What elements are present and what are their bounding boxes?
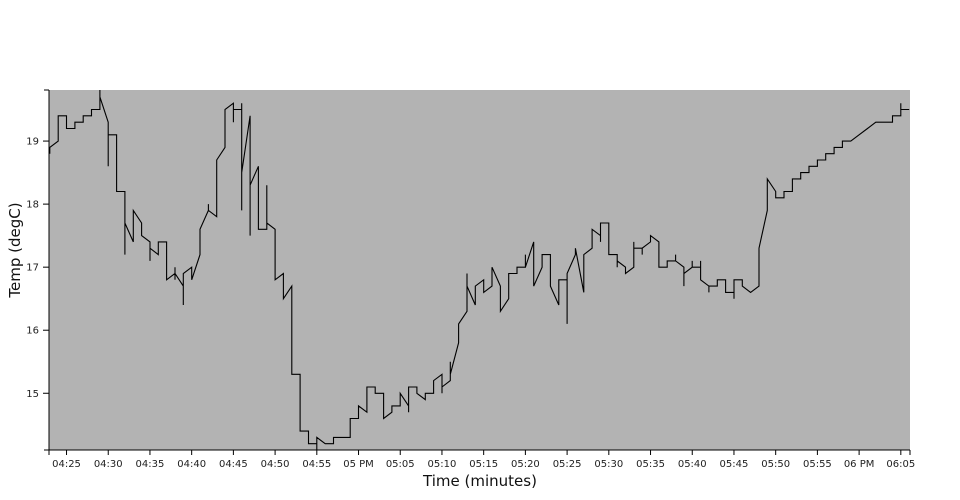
plot-area — [49, 90, 910, 450]
x-tick-label: 05:10 — [428, 459, 457, 470]
x-tick-label: 04:25 — [52, 459, 81, 470]
y-tick-label: 18 — [26, 200, 39, 211]
x-axis-title: Time (minutes) — [422, 472, 537, 490]
x-tick-label: 04:40 — [177, 459, 206, 470]
x-tick-label: 05:20 — [511, 459, 540, 470]
y-axis-ticks: 15 16 17 18 19 — [26, 137, 49, 400]
x-tick-label: 05:45 — [720, 459, 749, 470]
x-tick-label: 04:35 — [136, 459, 165, 470]
axes — [44, 89, 911, 455]
temperature-line — [49, 90, 910, 450]
y-tick-label: 15 — [26, 389, 39, 400]
x-tick-label: 04:30 — [94, 459, 123, 470]
x-tick-label: 04:50 — [261, 459, 290, 470]
x-tick-label: 05 PM — [343, 459, 374, 470]
x-tick-label: 05:40 — [678, 459, 707, 470]
x-tick-label: 05:35 — [636, 459, 665, 470]
x-tick-label: 04:55 — [302, 459, 331, 470]
x-tick-label: 05:50 — [761, 459, 790, 470]
y-axis-title: Temp (degC) — [6, 202, 24, 298]
x-tick-label: 06 PM — [844, 459, 875, 470]
x-tick-label: 05:30 — [594, 459, 623, 470]
x-tick-label: 06:05 — [886, 459, 915, 470]
x-axis-ticks: 04:25 04:30 04:35 04:40 04:45 04:50 04:55 05 PM… — [52, 450, 915, 470]
x-tick-label: 05:05 — [386, 459, 415, 470]
x-tick-label: 05:25 — [553, 459, 582, 470]
x-tick-label: 04:45 — [219, 459, 248, 470]
y-tick-label: 16 — [26, 326, 39, 337]
x-tick-label: 05:15 — [469, 459, 498, 470]
y-tick-label: 19 — [26, 137, 39, 148]
y-tick-label: 17 — [26, 263, 39, 274]
x-tick-label: 05:55 — [803, 459, 832, 470]
